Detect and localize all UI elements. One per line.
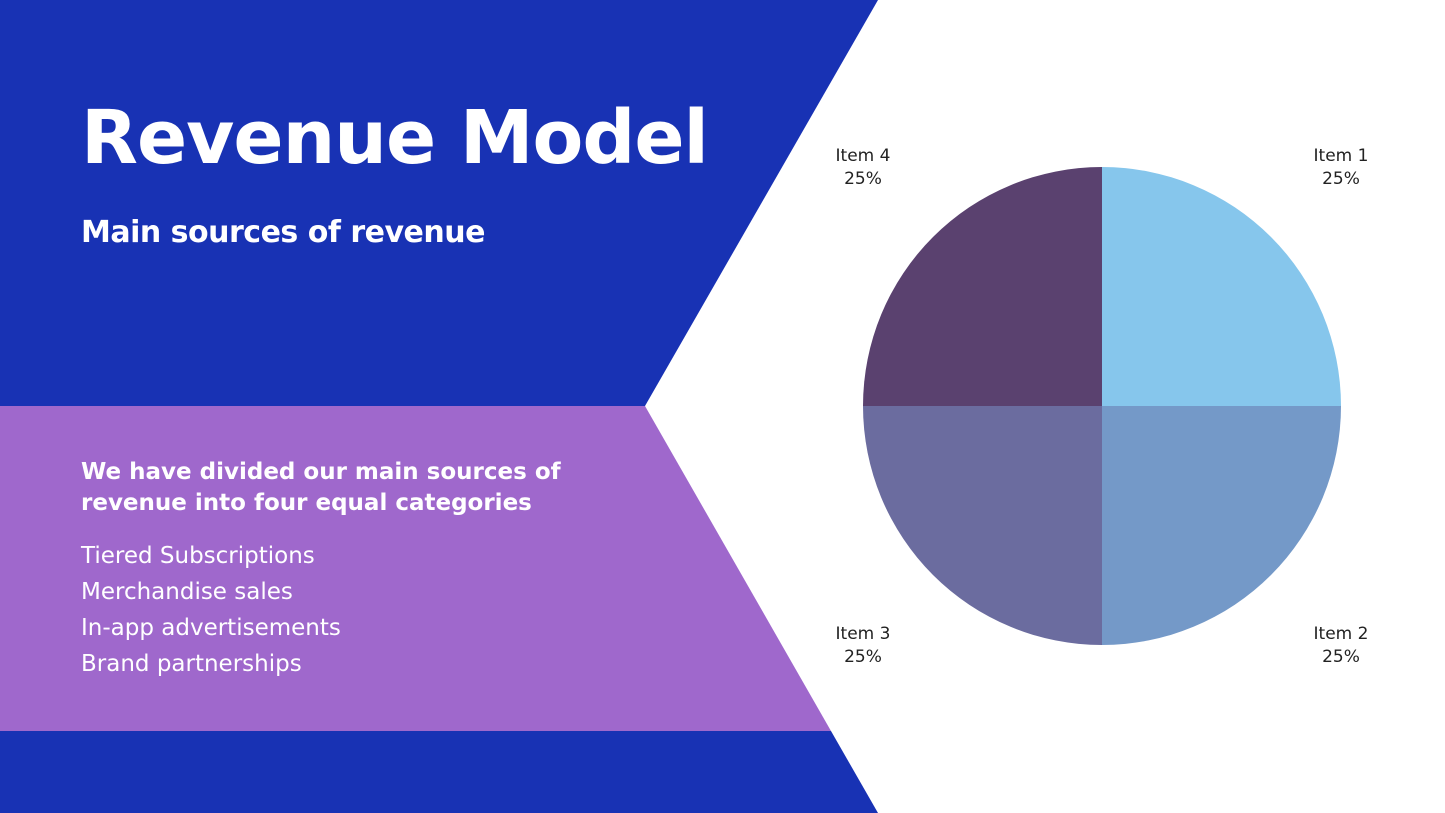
pie-slice-name-label: Item 2: [1314, 624, 1369, 644]
pie-slice-3: [863, 406, 1102, 645]
revenue-source-item: In-app advertisements: [81, 615, 341, 641]
pie-slice-4: [863, 167, 1102, 406]
revenue-pie-chart: Item 1 25% Item 2 25% Item 3 25% Item 4 25%: [836, 146, 1369, 667]
revenue-source-item: Tiered Subscriptions: [81, 543, 315, 569]
revenue-sources-list: Tiered Subscriptions Merchandise sales I…: [81, 538, 341, 682]
slide-title: Revenue Model: [81, 95, 709, 181]
intro-text: We have divided our main sources of reve…: [81, 459, 561, 516]
pie-slice-name-label: Item 1: [1314, 146, 1369, 166]
pie-slice-value-label: 25%: [1322, 647, 1360, 667]
slide-subtitle: Main sources of revenue: [81, 215, 485, 250]
purple-band: [0, 406, 831, 731]
pie-slice-value-label: 25%: [1322, 169, 1360, 189]
pie-slice-1: [1102, 167, 1341, 406]
pie-slice-value-label: 25%: [844, 169, 882, 189]
pie-slice-name-label: Item 3: [836, 624, 891, 644]
blue-band-bottom: [0, 731, 878, 813]
blue-band-top: [0, 0, 878, 406]
pie-slice-value-label: 25%: [844, 647, 882, 667]
pie-slice-2: [1102, 406, 1341, 645]
revenue-source-item: Brand partnerships: [81, 651, 302, 677]
revenue-source-item: Merchandise sales: [81, 579, 293, 605]
pie-slice-name-label: Item 4: [836, 146, 891, 166]
